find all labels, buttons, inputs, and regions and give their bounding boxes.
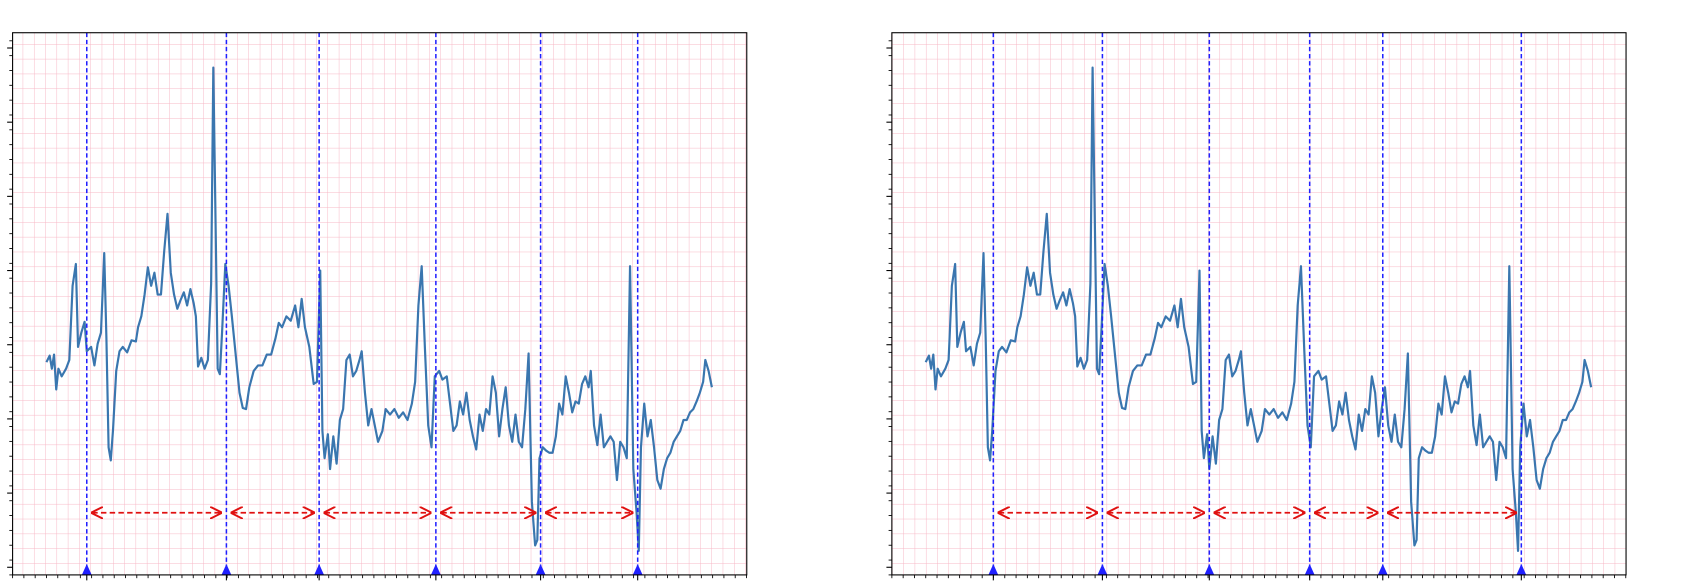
beat-marker	[535, 564, 546, 575]
plot-area	[891, 32, 1627, 575]
beat-marker	[1516, 564, 1527, 575]
axes-frame	[891, 32, 1627, 576]
beat-marker	[1097, 564, 1108, 575]
beat-marker	[430, 564, 441, 575]
beat-marker	[1204, 564, 1215, 575]
signal-line	[45, 66, 713, 552]
beat-marker	[1304, 564, 1315, 575]
panel	[886, 32, 1627, 579]
beat-marker	[988, 564, 999, 575]
beat-marker	[81, 564, 92, 575]
signal-line	[924, 66, 1593, 552]
axes-frame	[12, 32, 748, 576]
panel	[7, 32, 747, 579]
beat-marker	[632, 564, 643, 575]
plot-area	[12, 32, 747, 575]
beat-marker	[314, 564, 325, 575]
beat-marker	[1377, 564, 1388, 575]
beat-marker	[221, 564, 232, 575]
